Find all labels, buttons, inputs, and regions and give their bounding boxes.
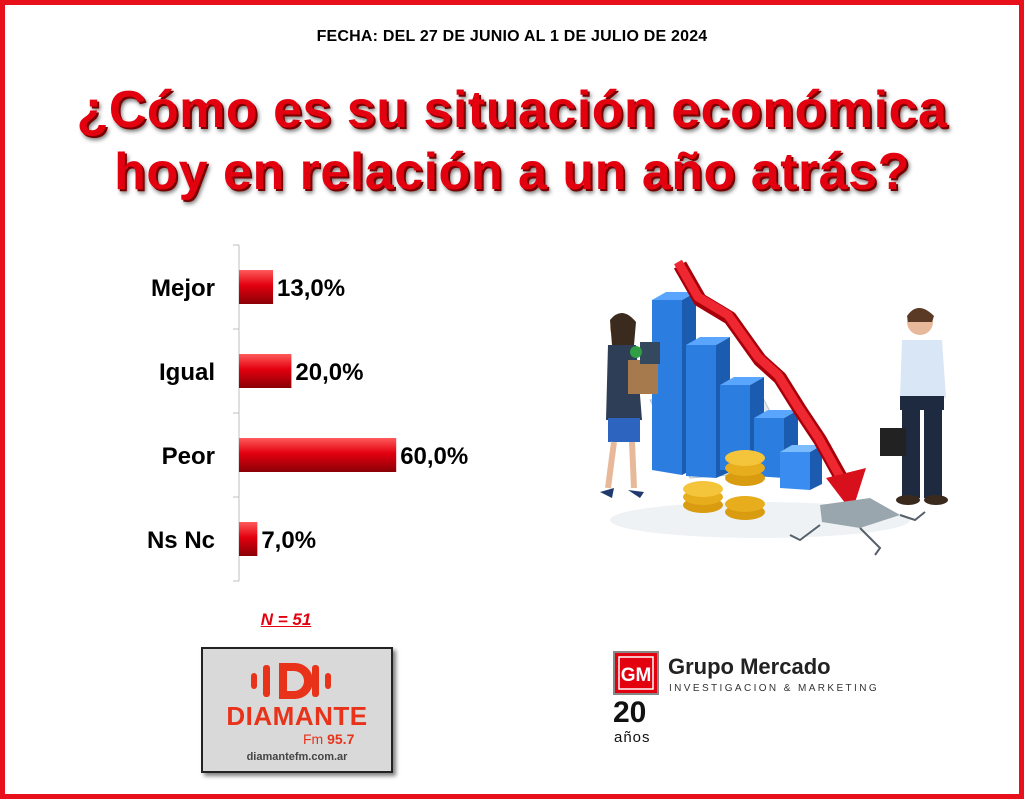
radio-name: DIAMANTE bbox=[226, 701, 368, 731]
value-label: 13,0% bbox=[277, 275, 345, 302]
category-label: Igual bbox=[159, 359, 215, 386]
bar bbox=[239, 270, 274, 304]
gm-badge-text: GM bbox=[621, 665, 652, 686]
radio-waves-icon bbox=[251, 663, 331, 699]
radio-freq-prefix: Fm bbox=[303, 731, 324, 747]
survey-date: FECHA: DEL 27 DE JUNIO AL 1 DE JULIO DE … bbox=[316, 28, 708, 45]
company-name: Grupo Mercado bbox=[668, 654, 831, 679]
title-line-2: hoy en relación a un año atrás? bbox=[114, 143, 910, 201]
value-label: 60,0% bbox=[400, 443, 468, 470]
anniversary-number: 20 bbox=[613, 696, 647, 729]
bar bbox=[239, 438, 397, 472]
gm-badge-icon: GM bbox=[613, 651, 659, 695]
diamante-fm-logo: DIAMANTE Fm 95.7 diamantefm.com.ar bbox=[201, 647, 393, 773]
category-label: Mejor bbox=[151, 275, 215, 302]
company-subtitle: INVESTIGACION & MARKETING bbox=[669, 683, 880, 694]
bar bbox=[239, 522, 258, 556]
economy-decline-illustration bbox=[600, 259, 948, 556]
chart-axis bbox=[233, 244, 240, 582]
radio-frequency: Fm 95.7 bbox=[303, 731, 354, 747]
anniversary-word: años bbox=[614, 729, 651, 746]
sample-size-label: N = 51 bbox=[260, 610, 312, 629]
chart-bars: Mejor 13,0% Igual 20,0% Peor 60,0% Ns Nc 7,0% bbox=[147, 270, 468, 556]
category-label: Peor bbox=[162, 443, 215, 470]
category-label: Ns Nc bbox=[147, 527, 215, 554]
radio-freq-value: 95.7 bbox=[327, 731, 355, 747]
value-label: 7,0% bbox=[261, 527, 316, 554]
value-label: 20,0% bbox=[295, 359, 363, 386]
radio-website: diamantefm.com.ar bbox=[246, 751, 348, 763]
title-line-1: ¿Cómo es su situación económica bbox=[76, 81, 948, 139]
bar bbox=[239, 354, 292, 388]
grupo-mercado-logo: GM Grupo Mercado INVESTIGACION & MARKETI… bbox=[612, 650, 877, 750]
